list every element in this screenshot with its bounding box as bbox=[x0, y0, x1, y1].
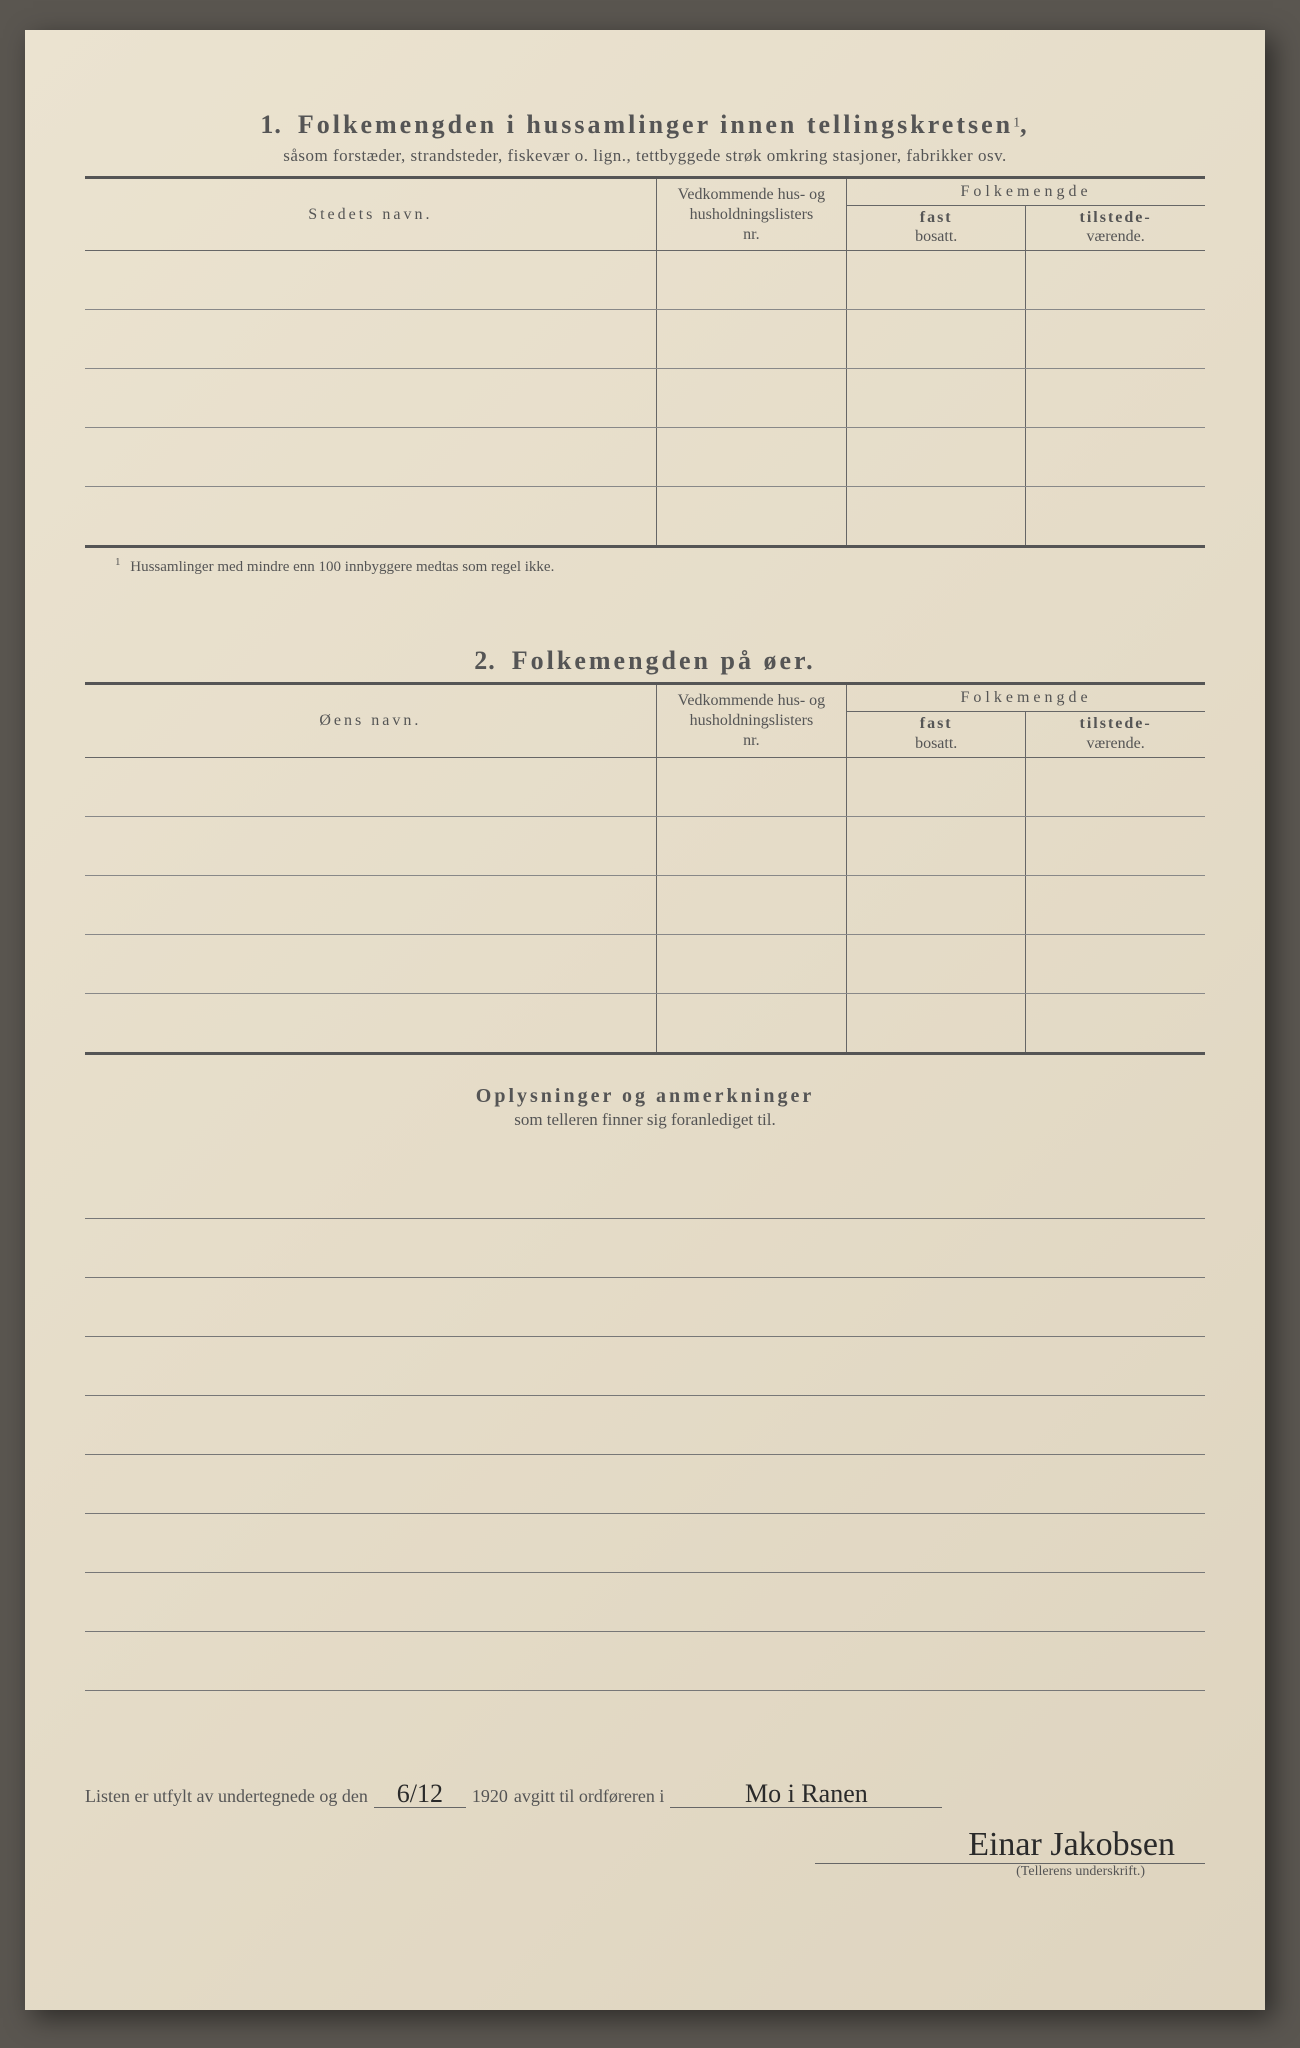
remark-line bbox=[85, 1396, 1205, 1455]
col-oens-navn: Øens navn. bbox=[85, 684, 656, 757]
table-cell bbox=[656, 816, 846, 875]
census-form-page: 1. Folkemengden i hussamlinger innen tel… bbox=[25, 30, 1265, 2010]
remark-line bbox=[85, 1160, 1205, 1219]
section1-heading: Folkemengden i hussamlinger innen tellin… bbox=[298, 110, 1013, 139]
section2-title: 2. Folkemengden på øer. bbox=[85, 646, 1205, 676]
table-cell bbox=[1026, 875, 1205, 934]
section1-title: 1. Folkemengden i hussamlinger innen tel… bbox=[85, 110, 1205, 140]
signature-handwritten: Einar Jakobsen bbox=[815, 1826, 1205, 1864]
table-cell bbox=[85, 487, 656, 547]
section1-footnote: 1 Hussamlinger med mindre enn 100 innbyg… bbox=[115, 556, 1205, 576]
table-cell bbox=[85, 816, 656, 875]
col-tilstedevaerende: tilstede- værende. bbox=[1026, 206, 1205, 251]
table-cell bbox=[85, 757, 656, 816]
table-cell bbox=[1026, 816, 1205, 875]
remark-line bbox=[85, 1573, 1205, 1632]
table-cell bbox=[656, 487, 846, 547]
table-cell bbox=[85, 369, 656, 428]
table-cell bbox=[847, 310, 1026, 369]
col-folkemengde: Folkemengde bbox=[847, 178, 1205, 206]
table-cell bbox=[1026, 757, 1205, 816]
section1-number: 1. bbox=[260, 110, 282, 139]
table-cell bbox=[847, 993, 1026, 1053]
remark-line bbox=[85, 1278, 1205, 1337]
table-cell bbox=[1026, 369, 1205, 428]
remark-line bbox=[85, 1632, 1205, 1691]
table-cell bbox=[1026, 428, 1205, 487]
remark-line bbox=[85, 1514, 1205, 1573]
remark-line bbox=[85, 1219, 1205, 1278]
remark-line bbox=[85, 1455, 1205, 1514]
section1-subtitle: såsom forstæder, strandsteder, fiskevær … bbox=[85, 146, 1205, 166]
table-cell bbox=[656, 251, 846, 310]
col-fast-bosatt-2: fast bosatt. bbox=[847, 712, 1026, 757]
table-cell bbox=[85, 934, 656, 993]
section2-heading: Folkemengden på øer. bbox=[512, 646, 816, 675]
table-cell bbox=[847, 816, 1026, 875]
table-cell bbox=[1026, 993, 1205, 1053]
col-stedets-navn: Stedets navn. bbox=[85, 178, 656, 251]
table-cell bbox=[847, 487, 1026, 547]
place-handwritten: Mo i Ranen bbox=[670, 1781, 942, 1808]
table-cell bbox=[847, 757, 1026, 816]
table-cell bbox=[847, 428, 1026, 487]
col-husnr: Vedkommende hus- og husholdningslisters … bbox=[656, 178, 846, 251]
table-cell bbox=[656, 934, 846, 993]
table-cell bbox=[847, 934, 1026, 993]
col-folkemengde-2: Folkemengde bbox=[847, 684, 1205, 712]
table-cell bbox=[656, 757, 846, 816]
footer: Listen er utfylt av undertegnede og den … bbox=[85, 1781, 1205, 1880]
table-cell bbox=[656, 875, 846, 934]
table-cell bbox=[1026, 310, 1205, 369]
section2-table: Øens navn. Vedkommende hus- og husholdni… bbox=[85, 682, 1205, 1054]
table-cell bbox=[656, 310, 846, 369]
footer-attestation-line: Listen er utfylt av undertegnede og den … bbox=[85, 1781, 1205, 1808]
table-cell bbox=[85, 251, 656, 310]
col-fast-bosatt: fast bosatt. bbox=[847, 206, 1026, 251]
table-cell bbox=[1026, 487, 1205, 547]
oplysninger-title: Oplysninger og anmerkninger som telleren… bbox=[85, 1085, 1205, 1130]
table-cell bbox=[85, 993, 656, 1053]
col-husnr-2: Vedkommende hus- og husholdningslisters … bbox=[656, 684, 846, 757]
table-cell bbox=[1026, 251, 1205, 310]
section1-table: Stedets navn. Vedkommende hus- og hushol… bbox=[85, 176, 1205, 548]
remark-line bbox=[85, 1337, 1205, 1396]
table-cell bbox=[1026, 934, 1205, 993]
date-handwritten: 6/12 bbox=[374, 1781, 466, 1808]
col-tilstedevaerende-2: tilstede- værende. bbox=[1026, 712, 1205, 757]
section2-number: 2. bbox=[474, 646, 496, 675]
table-cell bbox=[656, 369, 846, 428]
table-cell bbox=[847, 251, 1026, 310]
table-cell bbox=[656, 428, 846, 487]
table-cell bbox=[847, 369, 1026, 428]
table-cell bbox=[847, 875, 1026, 934]
table-cell bbox=[85, 875, 656, 934]
remarks-lines bbox=[85, 1160, 1205, 1691]
table-cell bbox=[656, 993, 846, 1053]
table-cell bbox=[85, 310, 656, 369]
table-cell bbox=[85, 428, 656, 487]
signature-caption: (Tellerens underskrift.) bbox=[85, 1864, 1205, 1880]
